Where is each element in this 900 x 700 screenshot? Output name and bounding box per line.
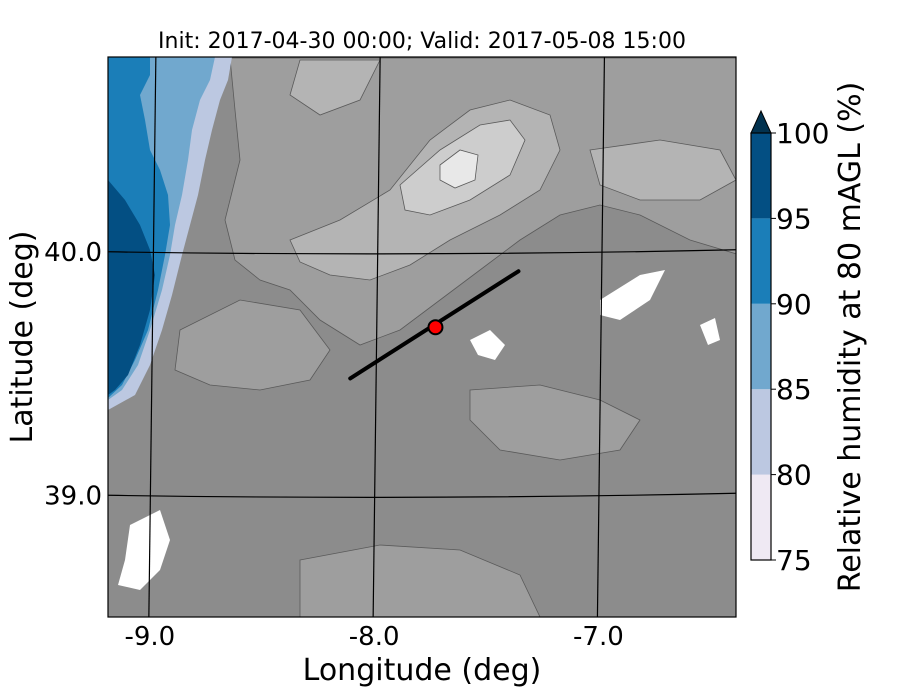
x-tick-label: -7.0 bbox=[573, 622, 624, 652]
y-tick-labels: 40.0 39.0 bbox=[44, 238, 102, 511]
terrain-band-1b bbox=[174, 299, 331, 391]
missing-data-patch bbox=[600, 270, 665, 320]
colorbar: 75 80 85 90 95 100 bbox=[750, 109, 829, 577]
meridian-line bbox=[148, 57, 157, 617]
terrain-band-1d bbox=[299, 544, 541, 617]
map-panel: -9.0 -8.0 -7.0 40.0 39.0 bbox=[44, 56, 737, 652]
x-tick-label: -9.0 bbox=[124, 622, 175, 652]
meridian-line bbox=[372, 57, 381, 617]
map-frame bbox=[107, 56, 737, 618]
y-axis-label: Latitude (deg) bbox=[5, 231, 40, 444]
parallel-line bbox=[108, 492, 736, 498]
parallel-line bbox=[108, 249, 736, 255]
x-tick-label: -8.0 bbox=[349, 622, 400, 652]
site-marker bbox=[427, 319, 444, 336]
colorbar-tick-label: 90 bbox=[776, 288, 812, 321]
missing-data-patch bbox=[470, 330, 505, 360]
colorbar-tick-label: 100 bbox=[776, 117, 829, 150]
humidity-95-100 bbox=[108, 180, 155, 395]
colorbar-tick-labels: 75 80 85 90 95 100 bbox=[771, 117, 829, 577]
colorbar-tick-label: 75 bbox=[776, 544, 812, 577]
colorbar-band bbox=[751, 389, 771, 475]
colorbar-band bbox=[751, 474, 771, 560]
colorbar-band bbox=[751, 218, 771, 304]
missing-data-patch bbox=[700, 318, 720, 345]
colorbar-label: Relative humidity at 80 mAGL (%) bbox=[833, 82, 868, 593]
colorbar-tick-label: 80 bbox=[776, 459, 812, 492]
colorbar-tick-label: 85 bbox=[776, 373, 812, 406]
map-title: Init: 2017-04-30 00:00; Valid: 2017-05-0… bbox=[158, 29, 686, 54]
colorbar-bands bbox=[751, 133, 771, 560]
colorbar-tick-label: 95 bbox=[776, 202, 812, 235]
y-tick-label: 40.0 bbox=[44, 238, 102, 268]
x-tick-labels: -9.0 -8.0 -7.0 bbox=[124, 622, 623, 652]
colorbar-band bbox=[751, 303, 771, 390]
graticule bbox=[108, 57, 736, 617]
y-tick-label: 39.0 bbox=[44, 481, 102, 511]
terrain-band-1c bbox=[469, 384, 641, 461]
colorbar-band bbox=[751, 133, 771, 219]
terrain-peak bbox=[439, 149, 479, 189]
missing-data-patch bbox=[118, 510, 170, 590]
meridian-line bbox=[596, 57, 606, 617]
terrain-band-2b bbox=[589, 139, 736, 201]
x-axis-label: Longitude (deg) bbox=[303, 653, 542, 688]
colorbar-extend-arrow bbox=[750, 109, 772, 134]
terrain-band-2c bbox=[289, 59, 381, 116]
colorbar-frame bbox=[750, 132, 772, 561]
